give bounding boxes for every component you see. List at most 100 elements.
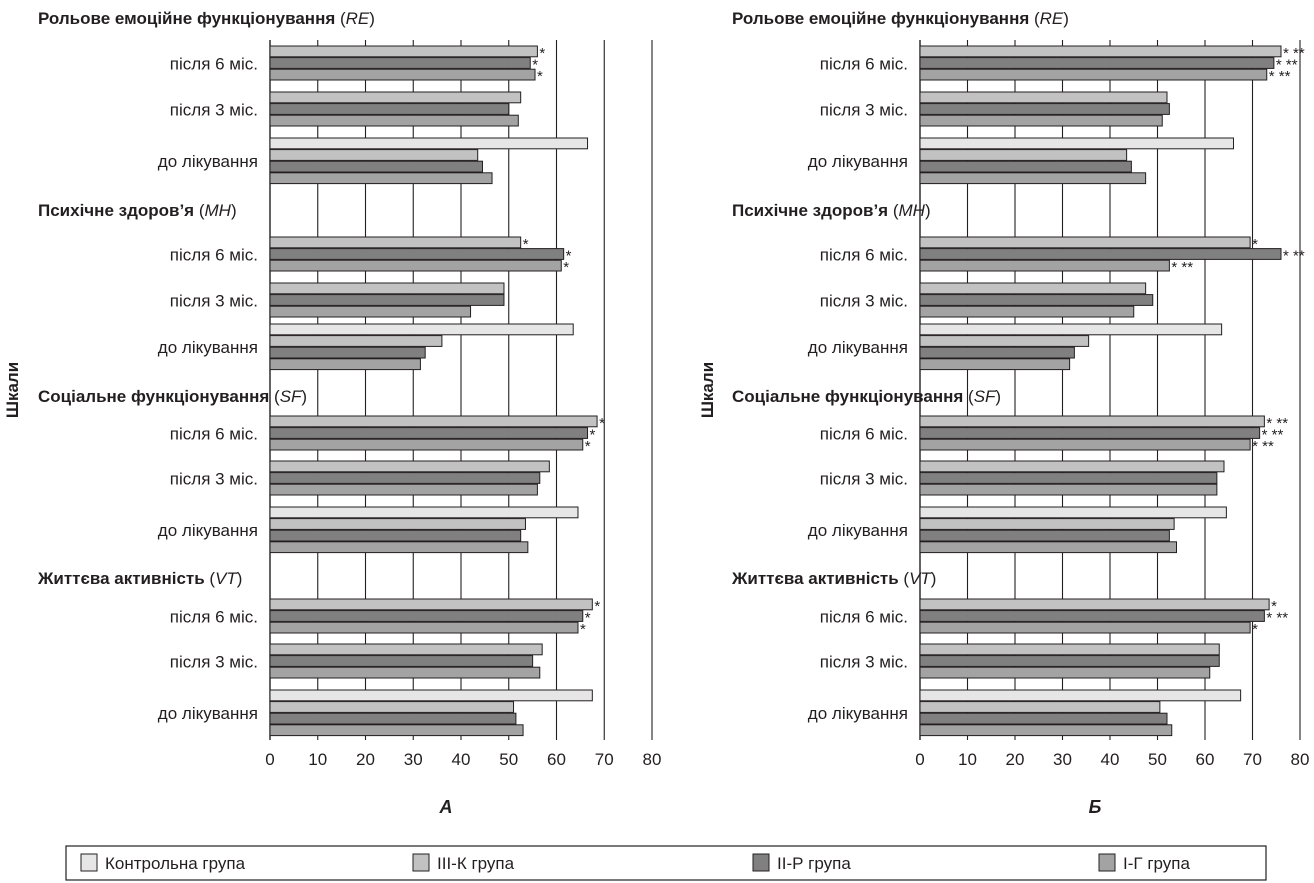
significance-mark: * [585, 438, 591, 455]
bar [919, 259, 1170, 272]
bar [269, 236, 522, 249]
x-tick-label: 0 [915, 750, 924, 769]
category-label: після 6 міс. [820, 54, 908, 73]
x-tick-label: 20 [1006, 750, 1025, 769]
y-axis-label: Шкали [3, 362, 22, 418]
bar [269, 305, 472, 318]
bar [269, 149, 479, 161]
bar [919, 701, 1161, 713]
bar [269, 506, 579, 519]
section-title: Рольове емоційне функціонування (RE) [732, 9, 1069, 28]
category-label: до лікування [158, 152, 258, 171]
section-title-text: Психічне здоров’я [38, 201, 194, 220]
x-tick-label: 60 [1196, 750, 1215, 769]
significance-mark: * [537, 68, 543, 85]
bar [919, 305, 1135, 318]
category-label: до лікування [808, 521, 908, 540]
bar [269, 294, 505, 306]
significance-mark: * [539, 45, 545, 62]
paren-close: ) [1063, 9, 1069, 28]
significance-mark: * [585, 609, 591, 626]
bar [269, 666, 541, 679]
significance-mark: * [523, 236, 529, 253]
x-tick-label: 50 [1148, 750, 1167, 769]
bar [269, 137, 589, 150]
bar [269, 45, 538, 58]
bar [269, 598, 593, 611]
section-abbr: VT [909, 569, 932, 588]
paren-open: ( [205, 569, 216, 588]
bar [919, 57, 1275, 69]
bar [269, 529, 522, 542]
significance-mark: * [599, 415, 605, 432]
significance-mark: * ** [1266, 609, 1288, 626]
bar [269, 621, 579, 634]
bar [269, 643, 543, 656]
legend-swatch [412, 853, 430, 872]
bar [919, 358, 1071, 371]
significance-mark: * ** [1252, 438, 1274, 455]
x-tick-label: 40 [1101, 750, 1120, 769]
bar [919, 91, 1168, 104]
significance-mark: * [563, 259, 569, 276]
bar [919, 236, 1251, 249]
bar [919, 149, 1128, 161]
bar [269, 259, 562, 272]
paren-close: ) [925, 201, 931, 220]
bar [269, 335, 443, 347]
category-label: до лікування [158, 704, 258, 723]
significance-mark: * ** [1266, 415, 1288, 432]
paren-close: ) [931, 569, 937, 588]
significance-mark: * ** [1269, 68, 1291, 85]
section-title-text: Рольове емоційне функціонування [38, 9, 335, 28]
bar [269, 358, 421, 371]
significance-mark: * [532, 56, 538, 73]
category-label: після 6 міс. [820, 424, 908, 443]
bar [269, 541, 529, 554]
bar [269, 91, 522, 104]
section-abbr: SF [280, 387, 303, 406]
panel-label: А [439, 797, 453, 817]
bar [919, 621, 1251, 634]
paren-open: ( [1029, 9, 1040, 28]
y-axis-label: Шкали [698, 362, 717, 418]
legend-label: III-К група [437, 854, 515, 873]
bar [269, 712, 517, 725]
legend-swatch [1098, 853, 1116, 872]
section-abbr: SF [974, 387, 997, 406]
bar [269, 114, 519, 127]
x-tick-label: 10 [308, 750, 327, 769]
bar [269, 103, 510, 115]
section-title-text: Життєва активність [37, 569, 205, 588]
section-title-text: Соціальне функціонування [732, 387, 963, 406]
category-label: після 6 міс. [820, 245, 908, 264]
category-label: після 3 міс. [820, 100, 908, 119]
legend-swatch [80, 853, 98, 872]
legend-swatch [752, 853, 770, 872]
bar [919, 335, 1090, 347]
bar [919, 137, 1234, 150]
category-label: після 3 міс. [820, 291, 908, 310]
category-label: до лікування [808, 704, 908, 723]
section-title: Психічне здоров’я (MH) [732, 201, 931, 220]
bar [919, 438, 1251, 451]
category-label: до лікування [158, 338, 258, 357]
paren-open: ( [888, 201, 899, 220]
paren-close: ) [369, 9, 375, 28]
bar [269, 248, 565, 260]
bar [269, 346, 426, 359]
x-tick-label: 30 [1053, 750, 1072, 769]
category-label: після 3 міс. [820, 469, 908, 488]
bar [919, 643, 1220, 656]
bar [919, 172, 1147, 185]
significance-mark: * [594, 598, 600, 615]
bar [269, 472, 541, 484]
legend-label: Контрольна група [105, 854, 246, 873]
x-tick-label: 10 [958, 750, 977, 769]
bar [269, 68, 536, 81]
bar [919, 45, 1282, 58]
category-label: після 3 міс. [820, 652, 908, 671]
paren-open: ( [269, 387, 280, 406]
significance-mark: * ** [1262, 426, 1284, 443]
